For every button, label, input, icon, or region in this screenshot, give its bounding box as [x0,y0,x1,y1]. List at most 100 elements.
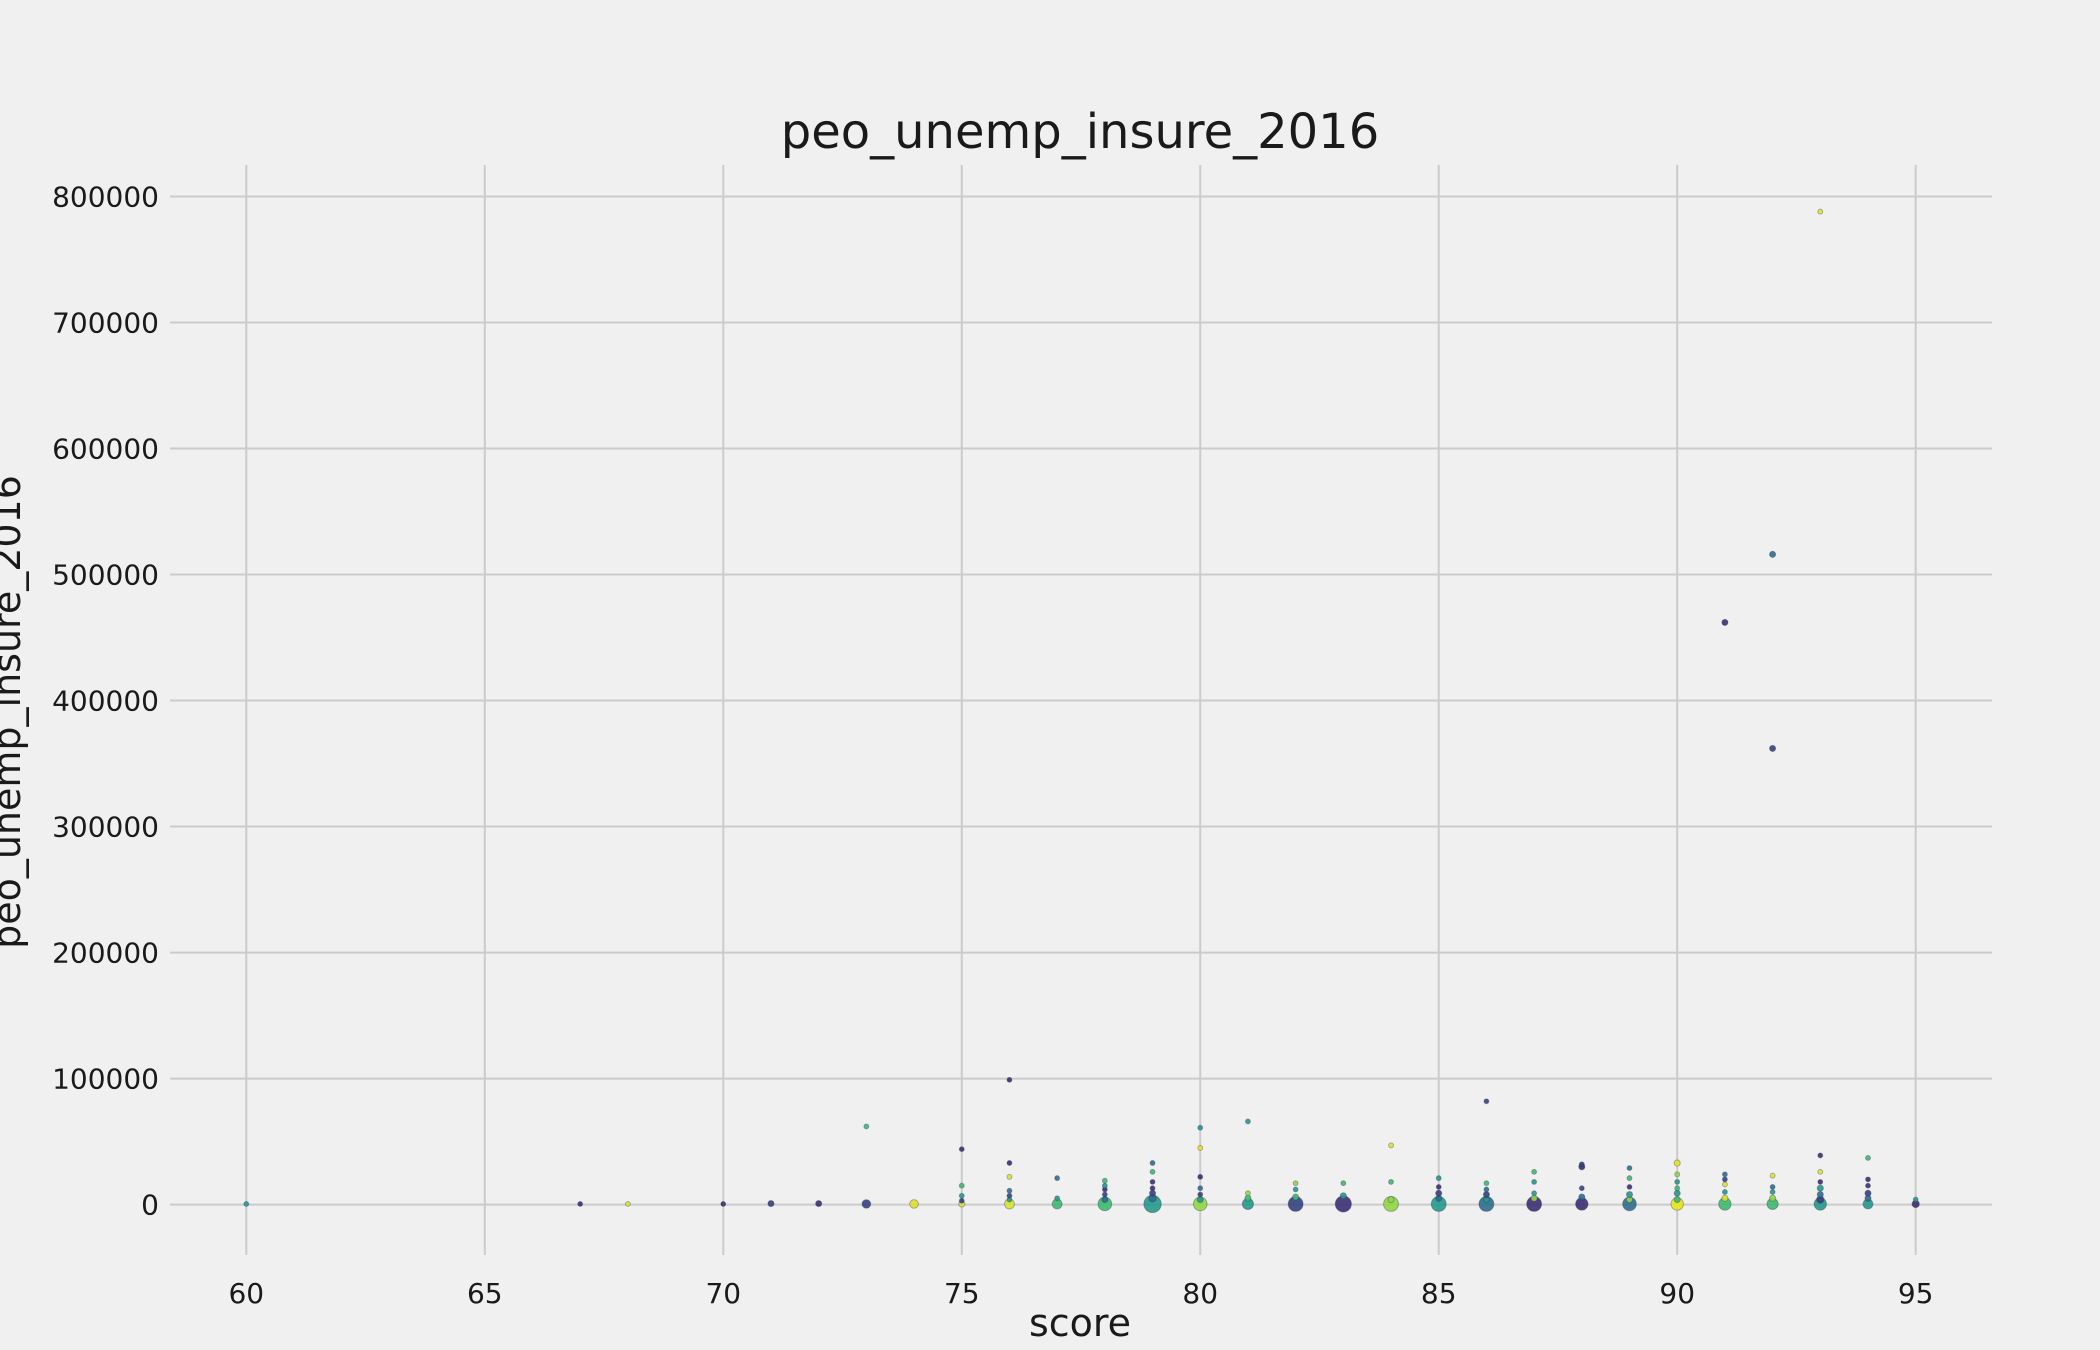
scatter-point [1244,1190,1251,1197]
scatter-point [1197,1185,1204,1192]
y-tick-label: 800000 [52,181,159,214]
scatter-point [1674,1178,1681,1185]
scatter-point [243,1201,250,1207]
scatter-point [1769,1194,1777,1202]
y-tick-label: 100000 [52,1063,159,1096]
y-tick-label: 0 [141,1189,159,1222]
scatter-point [1339,1192,1347,1200]
scatter-point [1673,1159,1681,1167]
chart-title: peo_unemp_insure_2016 [781,104,1380,160]
scatter-point [1674,1185,1681,1192]
x-tick-labels: 60 65 70 75 80 85 90 95 [228,1277,1933,1310]
scatter-point [1865,1176,1871,1183]
scatter-point [958,1146,965,1153]
scatter-point [1101,1182,1108,1189]
scatter-point [720,1201,727,1207]
x-tick-label: 70 [705,1277,741,1310]
scatter-point [1721,1181,1728,1188]
x-tick-label: 75 [944,1277,980,1310]
y-tick-label: 600000 [52,433,159,466]
scatter-point [1531,1168,1538,1175]
x-tick-label: 95 [1898,1277,1934,1310]
scatter-point [1912,1196,1919,1203]
scatter-point [1865,1182,1871,1189]
scatter-point [1197,1173,1204,1180]
scatter-point [1816,1184,1824,1192]
scatter-point [1625,1190,1634,1199]
y-tick-label: 700000 [52,307,159,340]
scatter-point [1531,1190,1538,1197]
scatter-point [863,1123,870,1130]
scatter-point [767,1200,775,1208]
scatter-point [1388,1178,1394,1185]
y-tick-label: 200000 [52,937,159,970]
scatter-point [958,1182,965,1189]
scatter-point [1531,1178,1538,1185]
scatter-point [1816,1190,1824,1199]
x-tick-label: 90 [1659,1277,1695,1310]
scatter-point [958,1192,965,1199]
scatter-point [1435,1175,1442,1182]
scatter-point [1865,1155,1871,1161]
scatter-point [1721,1189,1728,1195]
scatter-point [1721,618,1729,626]
point-layer [243,208,1920,1214]
scatter-point [1197,1124,1204,1131]
scatter-point [1817,208,1824,215]
scatter-point [577,1201,584,1207]
scatter-point [1006,1160,1013,1166]
scatter-point [1435,1184,1442,1190]
scatter-point [1673,1195,1681,1204]
y-axis-label: peo_unemp_insure_2016 [0,475,29,949]
scatter-point [1197,1144,1204,1151]
scatter-point [1769,1189,1776,1195]
scatter-point [1626,1165,1633,1172]
scatter-point [1483,1186,1490,1193]
scatter-point [1578,1185,1585,1192]
scatter-point [1292,1186,1299,1193]
scatter-point [1864,1189,1872,1197]
scatter-point [1006,1187,1013,1194]
scatter-point [1578,1193,1586,1201]
scatter-point [1721,1171,1728,1178]
scatter-point [1149,1168,1156,1175]
scatter-point [1006,1076,1013,1083]
scatter-point [1817,1168,1824,1175]
scatter-point [1626,1175,1633,1182]
scatter-point [909,1199,919,1209]
scatter-point [1292,1180,1299,1187]
scatter-point [1149,1185,1156,1192]
scatter-point [1769,744,1777,753]
scatter-point [1340,1180,1347,1187]
scatter-point [624,1201,631,1207]
scatter-point [1435,1189,1443,1197]
y-tick-label: 400000 [52,685,159,718]
scatter-point [1054,1175,1061,1182]
scatter-point [1817,1178,1824,1185]
scatter-point [1006,1192,1013,1199]
grid-layer [170,165,1992,1255]
scatter-point [1101,1177,1108,1184]
scatter-point [1674,1171,1681,1178]
scatter-point [815,1200,823,1208]
scatter-point [861,1199,872,1209]
scatter-point [1769,1184,1776,1190]
scatter-point [1626,1184,1633,1190]
scatter-point [1387,1195,1395,1204]
x-axis-label: score [1029,1301,1131,1345]
x-tick-label: 85 [1421,1277,1457,1310]
scatter-point [1721,1176,1728,1183]
scatter-point [1101,1191,1108,1198]
scatter-point [1483,1098,1490,1105]
x-tick-label: 80 [1182,1277,1218,1310]
scatter-point [1817,1152,1824,1159]
scatter-point [1006,1173,1013,1180]
scatter-point [1197,1191,1204,1198]
scatter-point [1149,1160,1156,1166]
x-tick-label: 65 [467,1277,503,1310]
scatter-point [1769,1172,1776,1179]
scatter-point [1388,1142,1394,1149]
scatter-point [1721,1194,1729,1202]
